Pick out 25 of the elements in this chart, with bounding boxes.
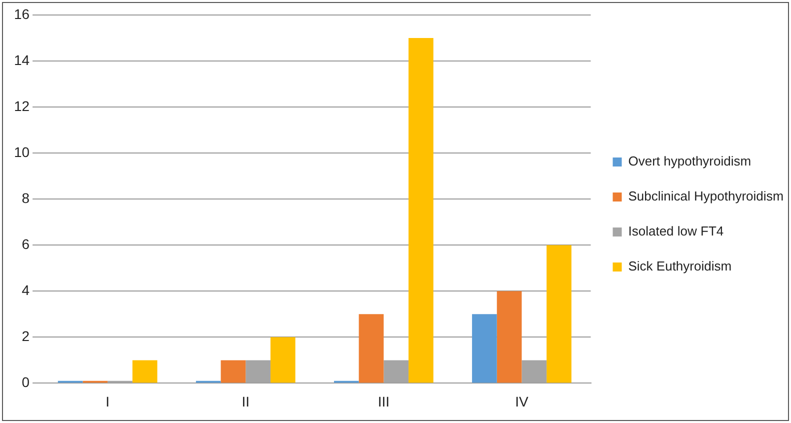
y-tick-label: 8 (22, 190, 30, 206)
bar (496, 291, 522, 383)
legend-label: Isolated low FT4 (628, 224, 724, 239)
y-tick-label: 6 (22, 236, 30, 252)
bar (546, 245, 572, 383)
legend-label: Overt hypothyroidism (628, 154, 752, 169)
x-tick-label: II (242, 393, 250, 410)
bar (132, 360, 158, 383)
y-tick-label: 16 (14, 6, 30, 22)
bar (472, 314, 497, 383)
bar (220, 360, 246, 383)
y-tick-label: 4 (22, 282, 30, 298)
bar (270, 337, 296, 383)
x-tick-label: I (106, 393, 110, 410)
legend-label: Sick Euthyroidism (628, 258, 732, 274)
y-tick-label: 2 (22, 328, 30, 344)
bar (358, 314, 384, 383)
y-tick-label: 10 (14, 144, 30, 160)
legend-label: Subclinical Hypothyroidism (628, 188, 784, 204)
y-tick-label: 12 (14, 98, 30, 114)
y-tick-label: 14 (14, 52, 30, 68)
y-tick-label: 0 (22, 374, 30, 390)
bar (408, 38, 434, 383)
x-tick-label: III (378, 393, 390, 410)
x-tick-label: IV (515, 393, 529, 410)
